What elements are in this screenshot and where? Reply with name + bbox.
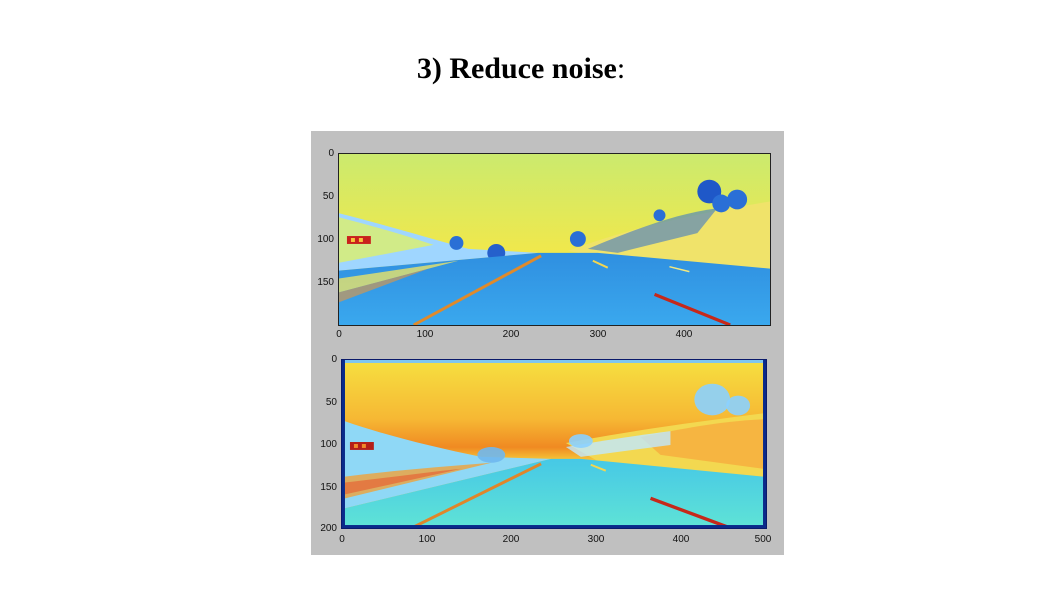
bottom-plot-image [341,359,767,529]
slide-title: 3) Reduce noise: [0,52,1042,86]
bottom-x-tick-2: 200 [502,534,520,545]
bottom-y-tick-3: 150 [320,482,337,493]
top-y-tick-3: 150 [317,277,334,288]
bottom-y-tick-4: 200 [320,523,337,534]
slide-title-main: 3) Reduce noise [416,52,617,85]
top-plot-image [338,153,771,326]
bottom-x-tick-3: 300 [587,534,605,545]
slide-title-colon: : [616,52,626,85]
top-y-tick-1: 50 [322,191,334,202]
figure-panel: 0 50 100 150 0 100 200 300 400 [311,131,784,555]
top-x-tick-2: 200 [502,329,520,340]
top-road-image [339,154,770,325]
top-y-tick-2: 100 [317,234,334,245]
bottom-y-tick-1: 50 [325,397,337,408]
bottom-x-tick-0: 0 [339,534,345,545]
bottom-y-tick-0: 0 [331,354,337,365]
top-x-tick-4: 400 [675,329,693,340]
bottom-x-tick-1: 100 [418,534,436,545]
bottom-y-tick-2: 100 [320,439,337,450]
top-x-tick-1: 100 [416,329,434,340]
bottom-x-tick-4: 400 [672,534,690,545]
top-x-tick-3: 300 [589,329,607,340]
bottom-x-tick-5: 500 [754,534,772,545]
top-x-tick-0: 0 [336,329,342,340]
top-y-tick-0: 0 [328,148,334,159]
bottom-road-image [342,360,766,528]
